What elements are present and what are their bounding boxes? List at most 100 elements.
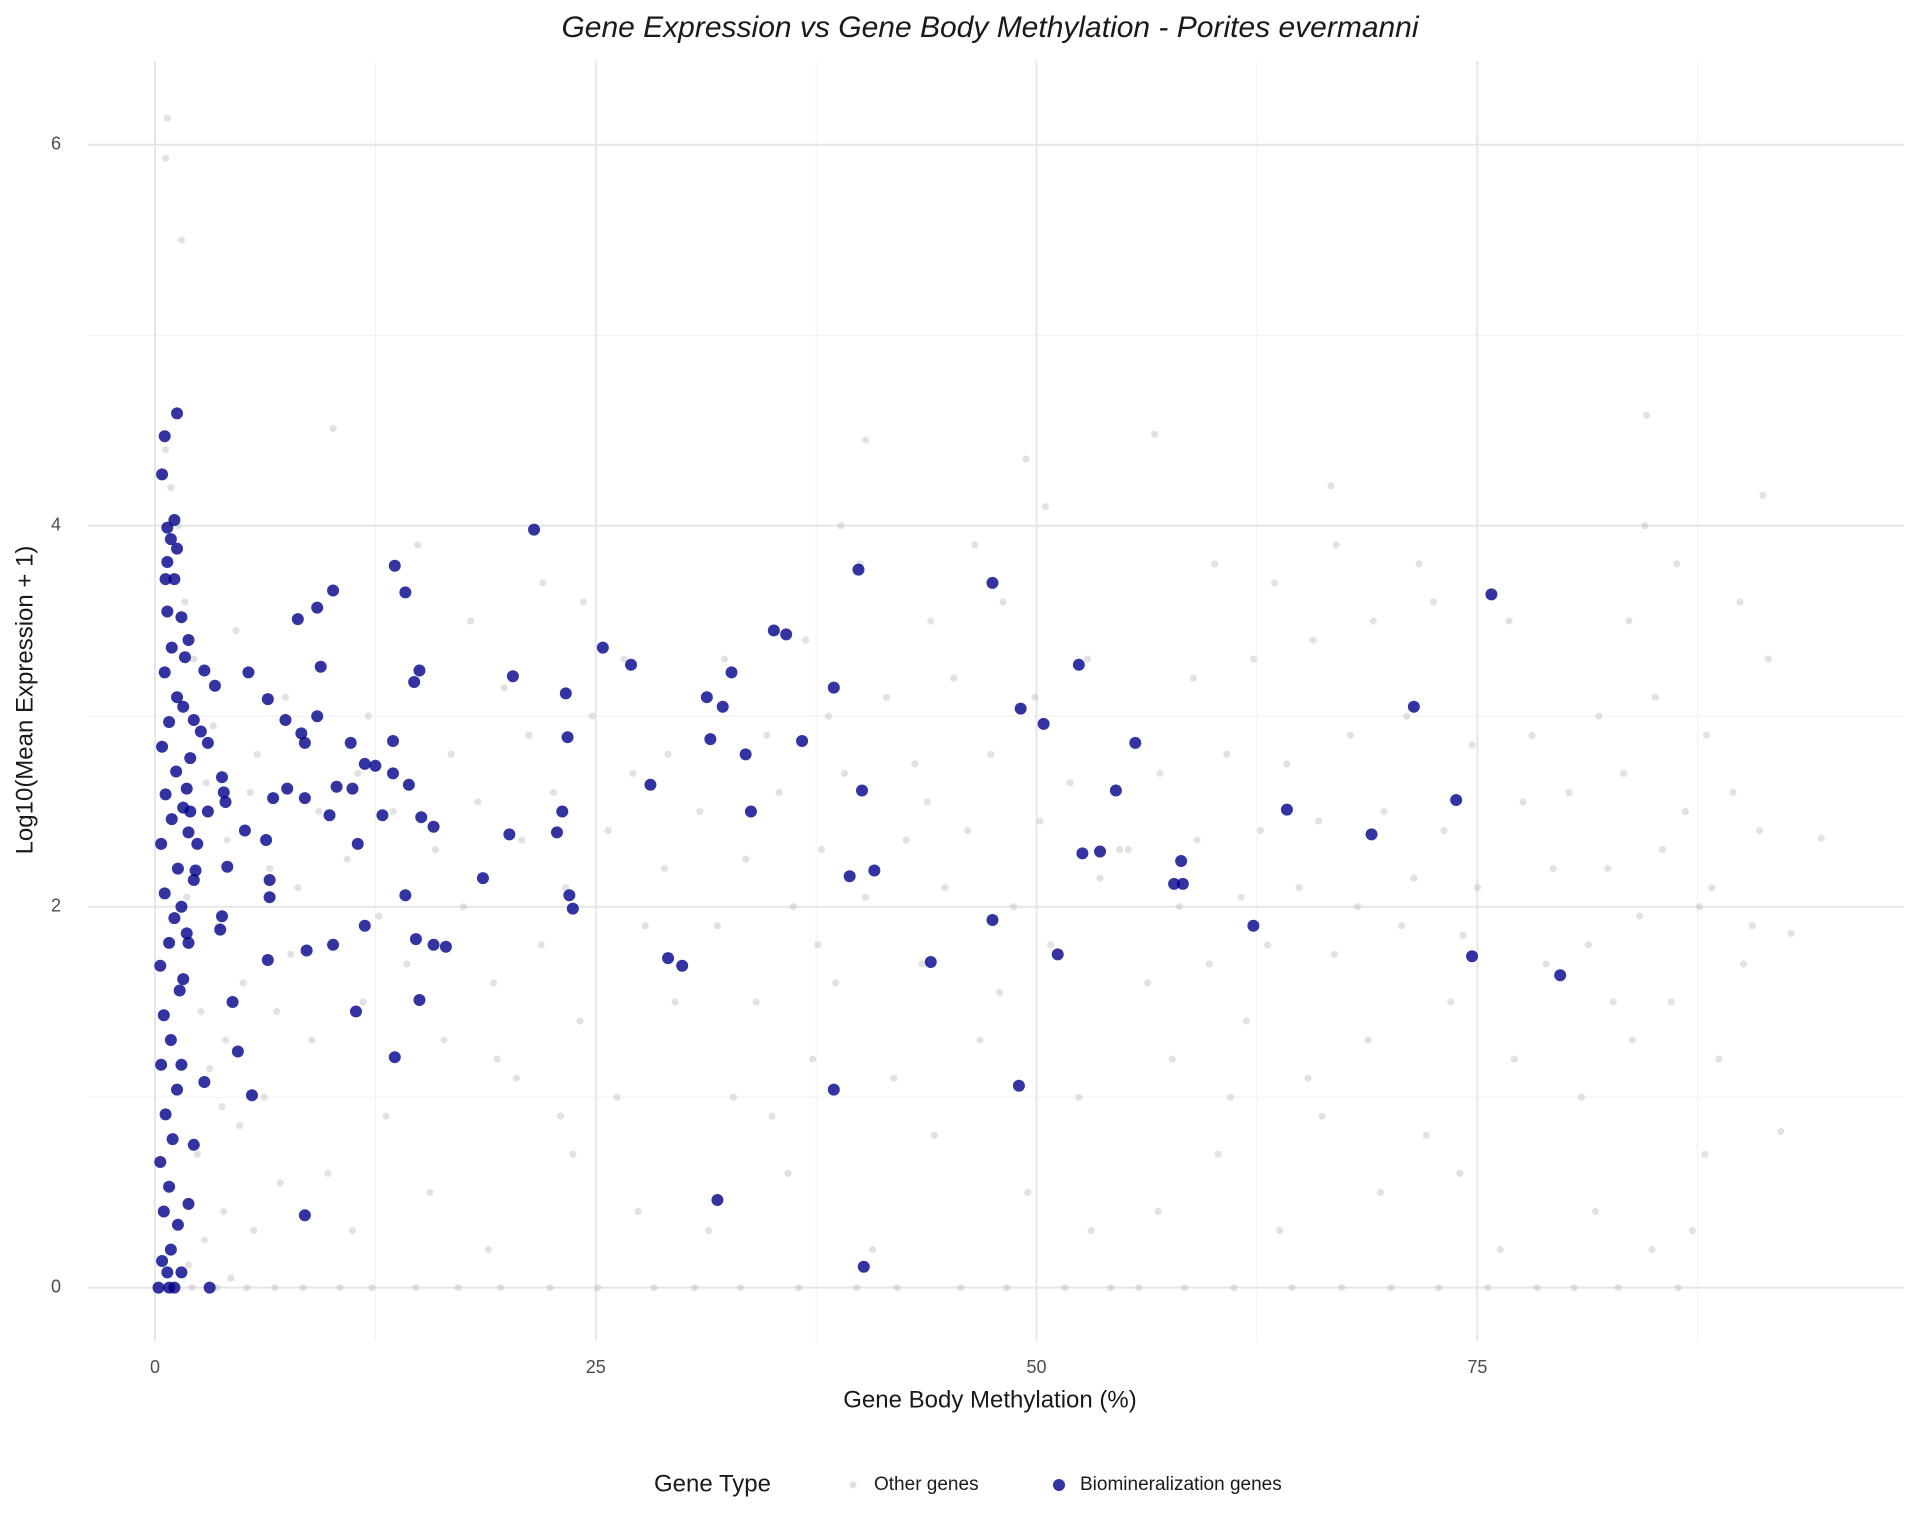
biomineralization-point bbox=[208, 679, 221, 692]
other-gene-point bbox=[223, 836, 231, 844]
biomineralization-point bbox=[563, 889, 576, 902]
other-gene-point bbox=[801, 636, 810, 644]
other-gene-point bbox=[1075, 1093, 1083, 1101]
other-gene-point bbox=[1748, 922, 1756, 930]
other-gene-point bbox=[1318, 1112, 1326, 1120]
biomineralization-point bbox=[154, 959, 167, 972]
other-gene-point bbox=[1135, 1284, 1143, 1292]
biomineralization-point bbox=[168, 573, 181, 586]
other-gene-point bbox=[1066, 779, 1074, 787]
other-gene-point bbox=[236, 1122, 244, 1130]
biomineralization-point bbox=[439, 940, 452, 953]
other-gene-point bbox=[696, 807, 704, 816]
biomineralization-point bbox=[173, 984, 186, 997]
other-gene-point bbox=[1510, 1055, 1518, 1063]
other-gene-point bbox=[1295, 884, 1303, 892]
other-gene-point bbox=[183, 893, 191, 901]
other-gene-point bbox=[167, 484, 175, 492]
biomineralization-point bbox=[177, 700, 190, 713]
other-gene-point bbox=[1364, 1036, 1372, 1044]
biomineralization-point bbox=[180, 927, 193, 940]
other-gene-point bbox=[1570, 1284, 1578, 1292]
other-gene-point bbox=[188, 1284, 196, 1292]
other-gene-point bbox=[493, 1055, 501, 1063]
other-gene-point bbox=[1447, 998, 1455, 1006]
other-gene-point bbox=[1181, 1284, 1189, 1292]
biomineralization-point bbox=[175, 611, 188, 624]
biomineralization-point bbox=[187, 874, 200, 887]
other-gene-point bbox=[861, 893, 870, 901]
biomineralization-point bbox=[175, 900, 188, 913]
biomineralization-point bbox=[311, 710, 324, 723]
other-gene-point bbox=[1237, 893, 1245, 901]
biomineralization-point bbox=[387, 767, 400, 780]
other-gene-point bbox=[382, 1112, 390, 1120]
biomineralization-point bbox=[644, 778, 657, 791]
other-gene-point bbox=[620, 655, 628, 663]
biomineralization-point bbox=[700, 691, 713, 704]
other-gene-point bbox=[593, 1284, 602, 1292]
other-gene-point bbox=[474, 798, 482, 806]
other-gene-point bbox=[1440, 826, 1448, 835]
other-gene-point bbox=[484, 1245, 492, 1254]
other-gene-point bbox=[763, 731, 771, 739]
other-gene-point bbox=[1609, 998, 1617, 1006]
x-tick-label: 75 bbox=[1467, 1357, 1487, 1377]
other-gene-point bbox=[218, 1103, 226, 1111]
other-gene-point bbox=[1672, 560, 1681, 568]
other-gene-point bbox=[1635, 912, 1644, 920]
other-gene-point bbox=[184, 1261, 193, 1269]
other-gene-point bbox=[1315, 817, 1323, 825]
other-gene-point bbox=[1577, 1093, 1585, 1101]
biomineralization-point bbox=[154, 1155, 167, 1168]
legend-label: Biomineralization genes bbox=[1080, 1474, 1282, 1495]
other-gene-point bbox=[641, 922, 649, 930]
other-gene-point bbox=[1304, 1074, 1312, 1082]
biomineralization-point bbox=[156, 740, 169, 753]
other-gene-point bbox=[206, 1065, 214, 1073]
biomineralization-point bbox=[171, 1218, 184, 1231]
biomineralization-point bbox=[157, 1009, 170, 1022]
biomineralization-point bbox=[171, 862, 184, 875]
other-gene-point bbox=[1595, 712, 1603, 720]
other-gene-point bbox=[1755, 826, 1764, 835]
other-gene-point bbox=[1214, 1150, 1222, 1158]
other-gene-point bbox=[902, 836, 910, 844]
biomineralization-point bbox=[156, 1255, 169, 1267]
other-gene-point bbox=[1175, 903, 1183, 911]
other-gene-point bbox=[1688, 1226, 1697, 1235]
other-gene-point bbox=[512, 1074, 521, 1082]
biomineralization-point bbox=[263, 874, 276, 887]
other-gene-point bbox=[837, 522, 845, 530]
other-gene-point bbox=[1193, 836, 1201, 844]
other-gene-point bbox=[1542, 960, 1550, 968]
other-gene-point bbox=[1022, 455, 1030, 463]
other-gene-point bbox=[232, 626, 240, 635]
other-gene-point bbox=[227, 1274, 235, 1282]
other-gene-point bbox=[1256, 826, 1265, 835]
biomineralization-point bbox=[311, 601, 324, 614]
biomineralization-point bbox=[158, 430, 171, 443]
legend-title: Gene Type bbox=[654, 1470, 771, 1497]
other-gene-point bbox=[537, 941, 545, 949]
other-gene-point bbox=[1226, 1093, 1235, 1101]
other-gene-point bbox=[569, 1150, 577, 1158]
other-gene-point bbox=[1625, 617, 1633, 625]
biomineralization-point bbox=[260, 834, 273, 847]
other-gene-point bbox=[883, 693, 891, 701]
other-gene-point bbox=[1115, 845, 1124, 854]
other-gene-point bbox=[588, 712, 596, 720]
biomineralization-point bbox=[219, 795, 232, 808]
x-axis-label: Gene Body Methylation (%) bbox=[843, 1386, 1136, 1413]
biomineralization-point bbox=[298, 736, 311, 749]
biomineralization-point bbox=[327, 938, 340, 951]
other-gene-point bbox=[579, 598, 588, 606]
other-gene-point bbox=[775, 788, 783, 797]
other-gene-point bbox=[1620, 769, 1628, 777]
other-gene-point bbox=[950, 674, 958, 682]
other-gene-point bbox=[193, 1150, 201, 1158]
other-gene-point bbox=[794, 1284, 803, 1292]
biomineralization-point bbox=[427, 938, 440, 951]
